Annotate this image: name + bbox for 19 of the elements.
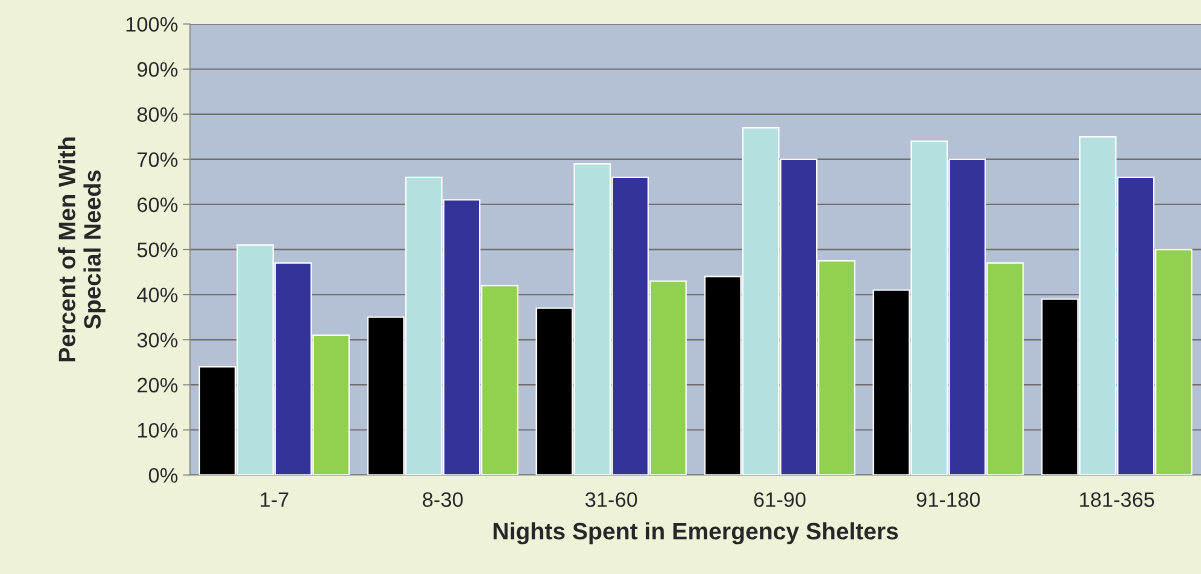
- y-tick-label: 70%: [137, 152, 178, 168]
- x-tick-label: 8-30: [422, 492, 463, 507]
- y-tick-label: 60%: [137, 197, 178, 213]
- x-tick-label: 31-60: [585, 492, 638, 507]
- y-tick-label: 20%: [137, 377, 178, 393]
- y-axis-title: Percent of Men With Special Needs: [58, 137, 106, 362]
- x-tick-label: 1-7: [260, 492, 289, 507]
- y-tick-label: 80%: [137, 107, 178, 122]
- x-tick-label: 61-90: [754, 492, 806, 507]
- y-tick-label: 90%: [137, 62, 178, 77]
- y-tick-label: 40%: [136, 287, 178, 303]
- y-tick-label: 30%: [137, 332, 178, 348]
- y-tick-label: 100%: [126, 17, 178, 32]
- x-axis-title: Nights Spent in Emergency Shelters: [493, 522, 898, 545]
- x-tick-label: 181-365: [1080, 492, 1155, 507]
- x-tick-label: 91-180: [916, 492, 980, 507]
- y-tick-label: 0%: [148, 468, 178, 483]
- y-tick-label: 50%: [137, 242, 178, 258]
- y-tick-label: 10%: [138, 422, 178, 438]
